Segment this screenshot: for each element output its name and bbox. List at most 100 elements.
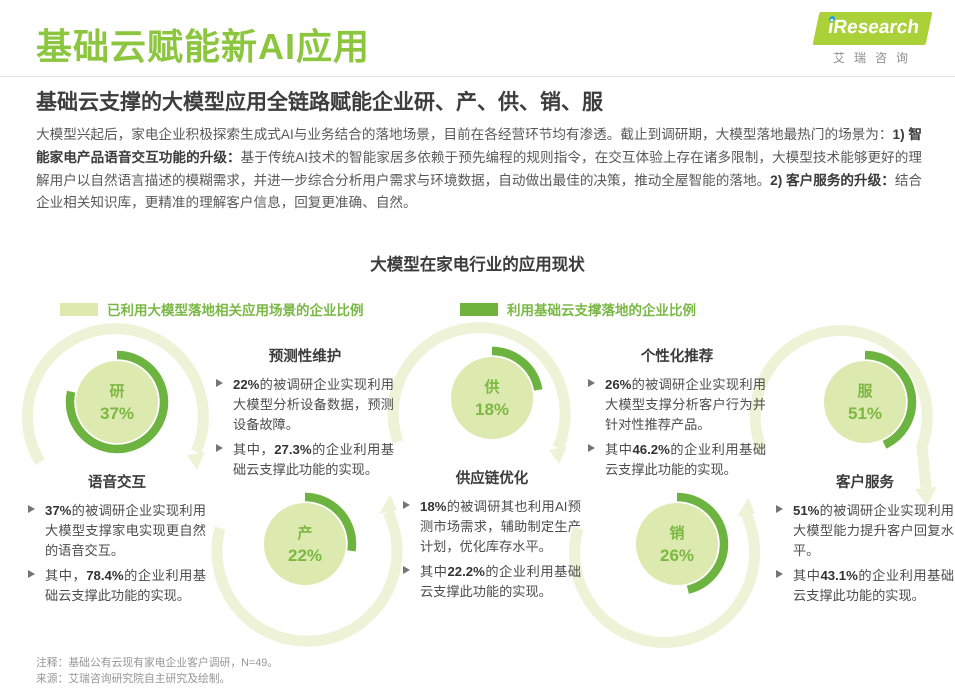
- legend-swatch-light: [60, 302, 98, 316]
- donut-fill-circle: [636, 503, 718, 586]
- bullet-item: 其中，27.3%的企业利用基础云支撑此功能的实现。: [216, 440, 394, 480]
- bullet-list: 51%的被调研企业实现利用大模型能力提升客户回复水平。 其中43.1%的企业利用…: [776, 501, 954, 606]
- donut-cloud-arc: [625, 493, 729, 596]
- donut-cloud-arc: [440, 346, 544, 450]
- donut-chart-service: 服 51%: [813, 350, 917, 454]
- bullet-text: 其中: [793, 568, 821, 584]
- bullet-arrow-icon: [216, 444, 223, 453]
- bullet-text: 的被调研企业实现利用大模型分析设备数据，预测设备故障。: [233, 377, 394, 433]
- footer-notes: 注释：基础公有云现有家电企业客户调研，N=49。 来源：艾瑞咨询研究院自主研究及…: [36, 655, 278, 687]
- bullet-text: 的企业利用基础云支撑此功能的实现。: [233, 442, 395, 478]
- bullet-item: 18%的被调研其也利用AI预测市场需求，辅助制定生产计划，优化库存水平。: [403, 497, 581, 557]
- bullet-strong: 78.4%: [86, 568, 124, 584]
- bullet-item: 其中，78.4%的企业利用基础云支撑此功能的实现。: [28, 566, 206, 606]
- page-title: 基础云赋能新AI应用: [36, 26, 371, 67]
- column-heading: 个性化推荐: [640, 349, 714, 365]
- bullet-list: 37%的被调研企业实现利用大模型支撑家电实现更自然的语音交互。 其中，78.4%…: [28, 501, 206, 606]
- legend-item-model-adoption: 已利用大模型落地相关应用场景的企业比例: [60, 299, 364, 319]
- legend-label: 利用基础云支撑落地的企业比例: [507, 303, 696, 318]
- donut-chart-supply: 供 18%: [440, 346, 544, 450]
- column-sales: 个性化推荐 26%的被调研企业实现利用大模型支撑分析客户行为并针对性推荐产品。 …: [588, 345, 766, 600]
- donut-cloud-arc: [253, 493, 357, 596]
- donut-fill-circle: [264, 503, 346, 586]
- donut-value-label: 22%: [288, 546, 322, 565]
- donut-stage-label: 销: [669, 524, 684, 542]
- bullet-strong: 27.3%: [274, 442, 312, 458]
- bullet-item: 其中46.2%的企业利用基础云支撑此功能的实现。: [588, 440, 766, 480]
- footer-source: 来源：艾瑞咨询研究院自主研究及绘制。: [36, 673, 231, 686]
- bullet-strong: 46.2%: [632, 442, 670, 458]
- donut-stage-label: 供: [483, 378, 499, 396]
- bullet-strong: 22.2%: [447, 564, 485, 580]
- intro-text-2: 基于传统AI技术的智能家居多依赖于预先编程的规则指令，在交互体验上存在诸多限制，…: [36, 149, 923, 188]
- bullet-arrow-icon: [776, 505, 783, 513]
- bullet-item: 其中22.2%的企业利用基础云支撑此功能的实现。: [403, 562, 581, 602]
- bullet-item: 22%的被调研企业实现利用大模型分析设备数据，预测设备故障。: [216, 375, 394, 435]
- bullet-strong: 22%: [233, 377, 260, 392]
- bullet-arrow-icon: [216, 379, 223, 387]
- donut-stage-label: 服: [857, 383, 873, 400]
- column-research: 研 37% 语音交互 37%的被调研企业实现利用大模型支撑家电实现更自然的语音交…: [28, 346, 206, 611]
- donut-value-label: 26%: [660, 546, 694, 565]
- donut-chart-research: 研 37%: [65, 350, 169, 454]
- column-service: 服 51% 客户服务 51%的被调研企业实现利用大模型能力提升客户回复水平。 其…: [776, 346, 954, 611]
- donut-stage-label: 产: [297, 524, 312, 542]
- bullet-list: 18%的被调研其也利用AI预测市场需求，辅助制定生产计划，优化库存水平。 其中2…: [403, 497, 581, 602]
- column-production: 预测性维护 22%的被调研企业实现利用大模型分析设备数据，预测设备故障。 其中，…: [216, 345, 394, 600]
- bullet-text: 的被调研企业实现利用大模型能力提升客户回复水平。: [793, 503, 954, 559]
- iresearch-logo: iResearch 艾瑞咨询: [807, 12, 937, 66]
- bullet-text: 其中: [605, 442, 633, 458]
- donut-chart-production: 产 22%: [253, 493, 357, 596]
- donut-cloud-arc: [813, 350, 917, 454]
- bullet-arrow-icon: [28, 505, 35, 513]
- donut-value-label: 37%: [100, 404, 134, 423]
- bullet-arrow-icon: [28, 570, 35, 579]
- bullet-arrow-icon: [403, 501, 410, 509]
- column-heading: 供应链优化: [455, 471, 529, 487]
- bullet-arrow-icon: [776, 570, 783, 579]
- donut-value-label: 51%: [848, 404, 882, 423]
- donut-value-label: 18%: [475, 400, 509, 419]
- donut-fill-circle: [76, 361, 158, 443]
- bullet-arrow-icon: [403, 566, 410, 575]
- column-supply: 供 18% 供应链优化 18%的被调研其也利用AI预测市场需求，辅助制定生产计划…: [403, 342, 581, 607]
- bullet-strong: 51%: [793, 503, 820, 518]
- chart-title: 大模型在家电行业的应用现状: [370, 256, 585, 274]
- footer-note: 注释：基础公有云现有家电企业客户调研，N=49。: [36, 657, 279, 669]
- legend-label: 已利用大模型落地相关应用场景的企业比例: [107, 303, 364, 318]
- column-heading: 预测性维护: [268, 349, 342, 365]
- bullet-text: 的被调研企业实现利用大模型支撑分析客户行为并针对性推荐产品。: [605, 377, 766, 433]
- bullet-text: 的企业利用基础云支撑此功能的实现。: [420, 564, 582, 600]
- page-subtitle: 基础云支撑的大模型应用全链路赋能企业研、产、供、销、服: [36, 91, 603, 114]
- column-heading: 客户服务: [836, 475, 894, 491]
- column-heading: 语音交互: [88, 475, 146, 491]
- bullet-item: 37%的被调研企业实现利用大模型支撑家电实现更自然的语音交互。: [28, 501, 206, 561]
- donut-chart-sales: 销 26%: [625, 493, 729, 596]
- bullet-item: 其中43.1%的企业利用基础云支撑此功能的实现。: [776, 566, 954, 606]
- bullet-text: 的被调研企业实现利用大模型支撑家电实现更自然的语音交互。: [45, 503, 206, 559]
- bullet-strong: 43.1%: [820, 568, 858, 584]
- bullet-text: 的企业利用基础云支撑此功能的实现。: [605, 442, 767, 478]
- bullet-text: 的被调研其也利用AI预测市场需求，辅助制定生产计划，优化库存水平。: [420, 499, 581, 555]
- bullet-strong: 18%: [420, 499, 447, 514]
- intro-paragraph: 大模型兴起后，家电企业积极探索生成式AI与业务结合的落地场景，目前在各经营环节均…: [36, 124, 922, 215]
- bullet-strong: 26%: [605, 377, 632, 392]
- header-divider: [0, 76, 955, 77]
- legend-item-cloud-support: 利用基础云支撑落地的企业比例: [460, 299, 696, 319]
- logo-subtext: 艾瑞咨询: [832, 51, 917, 65]
- bullet-text: 的企业利用基础云支撑此功能的实现。: [793, 568, 955, 604]
- donut-fill-circle: [824, 361, 906, 443]
- donut-stage-label: 研: [109, 383, 124, 400]
- bullet-arrow-icon: [588, 444, 595, 453]
- bullet-arrow-icon: [588, 379, 595, 387]
- bullet-item: 51%的被调研企业实现利用大模型能力提升客户回复水平。: [776, 501, 954, 561]
- bullet-strong: 37%: [45, 503, 72, 518]
- legend-swatch-dark: [460, 302, 498, 316]
- bullet-text: 的企业利用基础云支撑此功能的实现。: [45, 568, 207, 604]
- bullet-list: 26%的被调研企业实现利用大模型支撑分析客户行为并针对性推荐产品。 其中46.2…: [588, 375, 766, 480]
- bullet-text: 其中: [420, 564, 448, 580]
- intro-bold-1: 1) 智能家电产品语音交互功能的升级：: [36, 127, 922, 165]
- donut-cloud-arc: [65, 350, 169, 454]
- intro-text-3: 结合企业相关知识库，更精准的理解客户信息，回复更准确、自然。: [36, 172, 923, 211]
